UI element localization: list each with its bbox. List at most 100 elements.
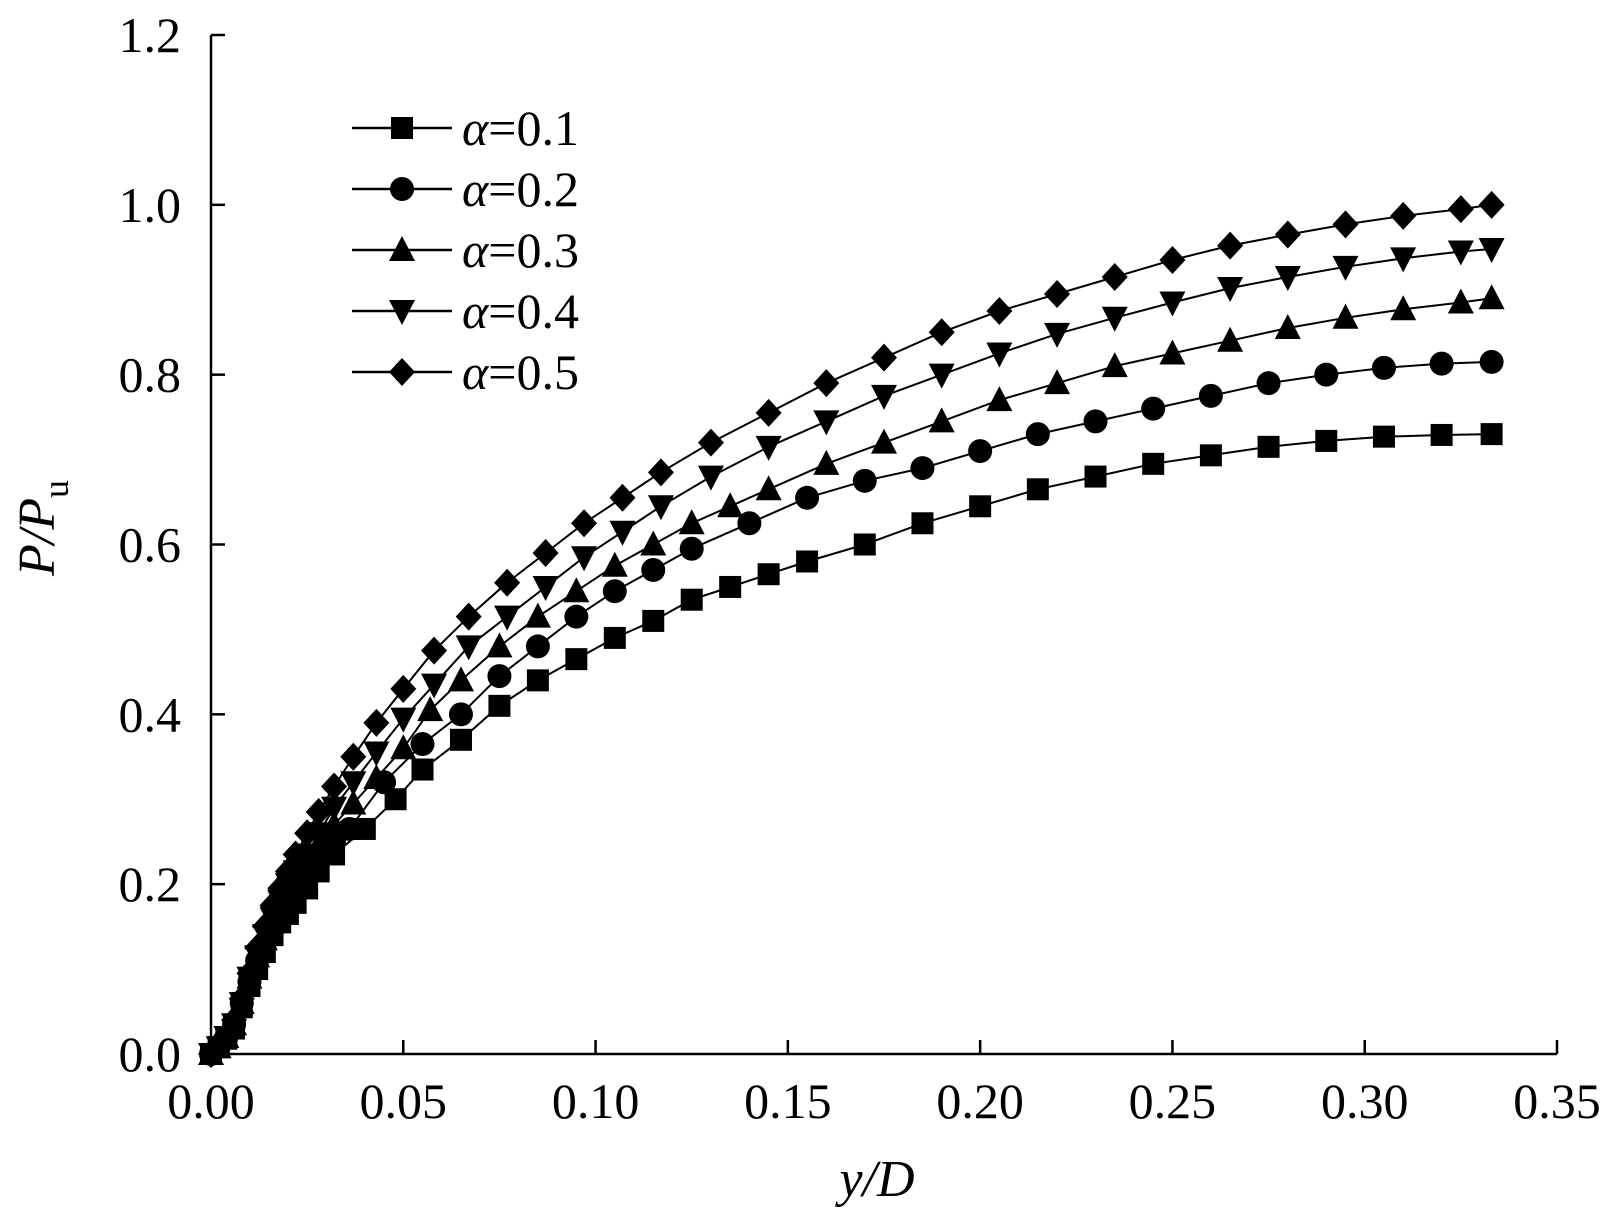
data-point-circle [1479, 349, 1504, 374]
data-point-diamond [221, 1006, 248, 1035]
data-point-triangle-up [1101, 352, 1128, 378]
data-point-diamond [321, 772, 348, 801]
data-point-triangle-up [1274, 313, 1301, 339]
data-point-diamond [532, 538, 559, 567]
y-tick-label: 0.0 [119, 1026, 182, 1082]
data-point-diamond [421, 636, 448, 665]
data-point-diamond [571, 509, 598, 538]
data-point-diamond [871, 343, 897, 372]
data-point-triangle-down [421, 673, 448, 699]
legend-item: α=0.3 [352, 222, 579, 278]
data-point-triangle-down [1332, 255, 1359, 281]
series-5 [198, 190, 1505, 1068]
legend-label-alpha: α [462, 100, 490, 156]
data-point-triangle-up [986, 386, 1013, 412]
legend-label-value: =0.2 [488, 161, 579, 217]
data-point-square [1480, 423, 1503, 446]
legend-label: α=0.3 [462, 222, 579, 278]
data-point-square [1430, 423, 1453, 446]
data-point-diamond [609, 483, 636, 512]
series-1 [200, 423, 1503, 1065]
legend-label: α=0.4 [462, 283, 579, 339]
data-point-diamond [813, 369, 840, 398]
data-point-triangle-down [1159, 291, 1186, 317]
data-point-diamond [340, 742, 367, 771]
data-point-diamond [1217, 231, 1244, 260]
data-point-diamond [1447, 195, 1474, 224]
data-point-circle [410, 732, 435, 757]
data-point-circle [737, 511, 762, 536]
data-point-square [526, 669, 549, 692]
y-axis-label-subscript: u [36, 480, 76, 498]
data-point-triangle-up [601, 551, 628, 577]
data-point-square [1315, 429, 1338, 452]
data-point-square [1026, 478, 1049, 501]
data-point-triangle-up [928, 407, 955, 433]
data-point-triangle-down [609, 520, 636, 546]
data-point-circle [525, 634, 550, 659]
data-point-triangle-down [1274, 266, 1301, 292]
data-point-triangle-down [1390, 247, 1417, 273]
data-point-triangle-down [1101, 306, 1128, 332]
x-tick-label: 0.25 [1129, 1073, 1217, 1129]
data-point-triangle-up [563, 577, 590, 603]
data-point-triangle-up [447, 666, 474, 692]
legend-label-value: =0.5 [488, 344, 579, 400]
data-point-triangle-down [1044, 322, 1071, 348]
legend-label: α=0.2 [462, 161, 579, 217]
data-point-diamond [228, 984, 255, 1013]
data-point-triangle-up [524, 602, 551, 628]
data-point-triangle-down [363, 741, 390, 767]
data-point-triangle-up [871, 428, 897, 454]
data-point-square [796, 550, 819, 573]
data-point-circle [1314, 362, 1339, 387]
x-tick-label: 0.35 [1513, 1073, 1601, 1129]
data-point-circle [910, 456, 935, 481]
data-point-square [719, 575, 742, 598]
data-point-diamond [244, 933, 271, 962]
data-point-diamond [928, 318, 955, 347]
data-point-circle [1371, 355, 1396, 380]
data-point-square [853, 533, 876, 556]
data-point-circle [564, 604, 589, 629]
data-point-square [449, 728, 472, 751]
y-axis-label-main: P/P [9, 498, 66, 577]
data-point-triangle-up [717, 492, 744, 518]
data-point-triangle-down [928, 363, 955, 389]
data-point-circle [852, 468, 877, 493]
y-tick-label: 0.6 [119, 517, 182, 573]
x-tick-label: 0.20 [936, 1073, 1024, 1129]
data-point-diamond [986, 296, 1013, 325]
legend-label-alpha: α [462, 222, 490, 278]
data-point-square [411, 758, 434, 781]
data-point-triangle-down [259, 907, 286, 933]
legend-label-value: =0.1 [488, 100, 579, 156]
data-point-square [680, 588, 703, 611]
data-point-diamond [755, 398, 782, 427]
data-point-circle [448, 702, 473, 727]
data-point-triangle-down [571, 546, 598, 572]
legend-label-value: =0.3 [488, 222, 579, 278]
data-point-diamond [236, 959, 263, 988]
data-point-triangle-up [363, 764, 390, 790]
data-point-triangle-down [647, 495, 674, 521]
legend-label: α=0.5 [462, 344, 579, 400]
data-point-triangle-up [1217, 326, 1244, 352]
data-point-diamond [647, 458, 674, 487]
data-point-diamond [294, 819, 321, 848]
data-point-diamond [455, 602, 482, 631]
data-point-triangle-up [486, 632, 513, 658]
data-point-diamond [1044, 279, 1071, 308]
y-tick-label: 1.0 [119, 177, 182, 233]
y-axis-label: P/Pu [9, 480, 76, 577]
data-point-triangle-down [1478, 237, 1505, 263]
data-point-diamond [1274, 220, 1301, 249]
data-point-square [565, 648, 588, 671]
data-point-diamond [697, 428, 724, 457]
data-point-triangle-down [340, 771, 367, 797]
data-point-diamond [363, 708, 390, 737]
data-point-triangle-down [455, 635, 482, 661]
legend-label-alpha: α [462, 283, 490, 339]
series-4 [198, 237, 1505, 1068]
